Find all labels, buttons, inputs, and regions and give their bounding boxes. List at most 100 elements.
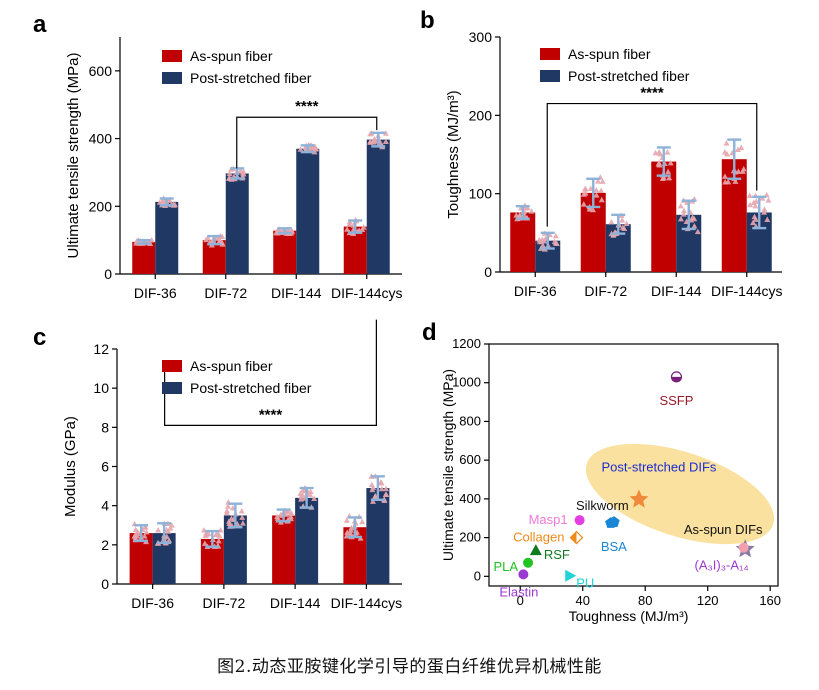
replicate-point bbox=[369, 498, 376, 504]
panel-label-d: d bbox=[422, 319, 437, 346]
panel-label-a: a bbox=[33, 11, 47, 38]
replicate-point bbox=[225, 503, 232, 509]
replicate-point bbox=[166, 537, 173, 543]
x-tick-label: 40 bbox=[575, 593, 589, 608]
bar-c-dif-144-as-spun bbox=[272, 515, 296, 584]
replicate-point bbox=[747, 201, 754, 208]
bar-a-dif-72-as-spun bbox=[202, 240, 226, 274]
bar-c-dif-36-as-spun bbox=[129, 533, 153, 584]
replicate-point bbox=[752, 202, 759, 209]
replicate-point bbox=[238, 508, 245, 514]
legend-label-post-stretched: Post-stretched fiber bbox=[190, 380, 312, 396]
y-tick-label: 0 bbox=[104, 266, 112, 282]
bar-c-dif-36-post-stretched bbox=[152, 533, 176, 584]
y-tick-label: 800 bbox=[459, 413, 481, 428]
y-tick-label: 1200 bbox=[452, 336, 481, 351]
replicate-point bbox=[664, 149, 671, 155]
y-tick-label: 200 bbox=[469, 107, 493, 123]
replicate-point bbox=[539, 236, 546, 242]
x-tick-label-dif-36: DIF-36 bbox=[131, 595, 174, 611]
point-pla-label: PLA bbox=[493, 559, 518, 574]
diamond-fill bbox=[570, 531, 577, 544]
point-ssfp bbox=[670, 371, 683, 383]
replicate-point bbox=[740, 165, 747, 172]
significance-bracket bbox=[546, 102, 758, 227]
replicate-point bbox=[593, 192, 600, 198]
x-tick-label-dif-72: DIF-72 bbox=[584, 283, 627, 299]
point-elastin-label: Elastin bbox=[499, 584, 538, 599]
replicate-point bbox=[750, 199, 757, 206]
point-as-spun-difs-label: As-spun DIFs bbox=[684, 522, 763, 537]
significance-label: **** bbox=[259, 406, 283, 423]
replicate-point bbox=[239, 520, 246, 526]
y-tick-label: 8 bbox=[101, 419, 109, 435]
bar-a-dif-144-post-stretched bbox=[296, 148, 320, 274]
replicate-point bbox=[657, 150, 664, 157]
replicate-point bbox=[722, 179, 729, 185]
replicate-point bbox=[156, 199, 163, 205]
replicate-point bbox=[677, 202, 684, 209]
replicate-point bbox=[732, 178, 739, 184]
x-tick-label-dif-144cys: DIF-144cys bbox=[711, 283, 783, 299]
replicate-point bbox=[155, 526, 162, 533]
point-pu bbox=[565, 569, 577, 582]
y-axis-title: Modulus (GPa) bbox=[62, 416, 79, 517]
point-post-stretched-difs bbox=[629, 489, 649, 508]
plot-frame bbox=[488, 343, 779, 587]
replicate-point bbox=[656, 162, 663, 168]
replicate-point bbox=[761, 209, 768, 215]
legend-label-post-stretched: Post-stretched fiber bbox=[190, 70, 312, 86]
legend-swatch-as-spun bbox=[162, 360, 182, 372]
y-tick-label: 300 bbox=[469, 29, 493, 45]
replicate-point bbox=[552, 232, 559, 239]
replicate-point bbox=[203, 531, 210, 538]
replicate-point bbox=[347, 530, 354, 536]
y-axis-title: Ultimate tensile strength (MPa) bbox=[440, 369, 456, 561]
x-tick-label-dif-144cys: DIF-144cys bbox=[331, 285, 403, 301]
replicate-points bbox=[131, 520, 150, 545]
half-circle-fill bbox=[671, 376, 682, 382]
replicate-point bbox=[721, 173, 728, 179]
legend-label-post-stretched: Post-stretched fiber bbox=[568, 68, 690, 84]
replicate-point bbox=[598, 187, 605, 194]
bar-a-dif-36-as-spun bbox=[132, 241, 156, 274]
replicate-point bbox=[132, 526, 139, 533]
y-tick-label: 200 bbox=[89, 198, 113, 214]
replicate-point bbox=[553, 240, 560, 247]
replicate-point bbox=[344, 529, 351, 535]
replicate-point bbox=[372, 493, 379, 500]
y-tick-label: 200 bbox=[459, 530, 481, 545]
y-tick-label: 0 bbox=[101, 576, 109, 592]
replicate-point bbox=[343, 517, 350, 523]
replicate-point bbox=[225, 518, 232, 524]
replicate-point bbox=[288, 227, 295, 233]
replicate-point bbox=[226, 170, 233, 177]
replicate-point bbox=[371, 135, 378, 142]
replicate-point bbox=[761, 206, 768, 212]
dif-region-ellipse bbox=[585, 443, 775, 545]
replicate-point bbox=[680, 211, 687, 217]
replicate-point bbox=[528, 208, 535, 214]
replicate-point bbox=[660, 174, 667, 180]
replicate-point bbox=[143, 528, 150, 535]
replicate-point bbox=[226, 520, 233, 526]
legend-swatch-post-stretched bbox=[162, 382, 182, 394]
replicate-point bbox=[765, 197, 772, 203]
replicate-point bbox=[623, 220, 630, 227]
replicate-point bbox=[287, 509, 294, 516]
significance-label: **** bbox=[295, 98, 319, 115]
x-axis-title: Toughness (MJ/m³) bbox=[569, 608, 689, 624]
panel-c-modulus-chart: 0 2 4 6 8 10 12 Modulus (GPa) DIF-36 DIF-72 DIF-14… bbox=[62, 319, 402, 611]
bar-c-dif-144-post-stretched bbox=[295, 497, 319, 584]
legend-swatch-as-spun bbox=[540, 48, 560, 60]
replicate-point bbox=[723, 140, 730, 146]
replicate-point bbox=[223, 509, 230, 516]
replicate-point bbox=[307, 488, 314, 494]
replicate-point bbox=[367, 138, 374, 144]
y-tick-label: 600 bbox=[89, 63, 113, 79]
x-tick-label-dif-144: DIF-144 bbox=[270, 595, 321, 611]
replicate-point bbox=[608, 219, 615, 225]
replicate-point bbox=[370, 484, 377, 490]
point-elastin bbox=[518, 569, 529, 580]
